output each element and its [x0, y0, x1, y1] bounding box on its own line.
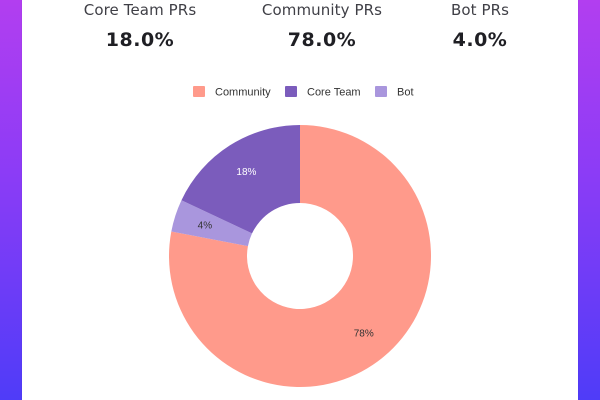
stat-core-team: Core Team PRs 18.0% — [40, 0, 240, 51]
stats-row: Core Team PRs 18.0% Community PRs 78.0% … — [0, 0, 600, 60]
slice-label-core-team: 18% — [236, 167, 256, 178]
legend-swatch — [375, 86, 387, 97]
stat-bot-value: 4.0% — [452, 29, 508, 51]
slice-label-bot: 4% — [198, 221, 213, 232]
stat-community-value: 78.0% — [287, 29, 357, 51]
legend-swatch — [285, 86, 297, 97]
slice-bot[interactable] — [171, 200, 253, 247]
stat-community-label: Community PRs — [261, 1, 383, 19]
legend-item-community[interactable]: Community — [193, 86, 271, 99]
legend-swatch — [193, 86, 205, 97]
legend-item-core-team[interactable]: Core Team — [285, 86, 361, 99]
stat-core-team-label: Core Team PRs — [83, 1, 197, 19]
slice-community[interactable] — [168, 125, 432, 387]
slice-label-community: 78% — [354, 329, 374, 340]
stat-bot: Bot PRs 4.0% — [380, 0, 580, 51]
stat-core-team-value: 18.0% — [105, 29, 175, 51]
legend-label: Core Team — [307, 87, 361, 99]
stat-community: Community PRs 78.0% — [222, 0, 422, 51]
stat-bot-label: Bot PRs — [450, 1, 510, 19]
legend-item-bot[interactable]: Bot — [375, 86, 414, 99]
slice-core-team[interactable] — [181, 125, 300, 234]
legend-label: Bot — [397, 87, 414, 99]
legend-label: Community — [215, 87, 271, 99]
